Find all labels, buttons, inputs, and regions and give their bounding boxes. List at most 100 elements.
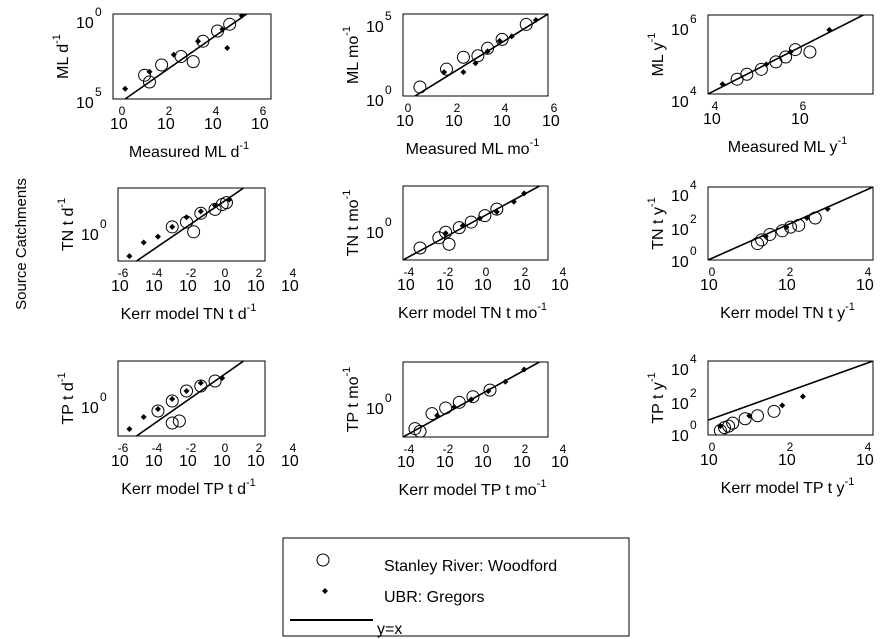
x-tick-label: 100 bbox=[474, 442, 492, 471]
x-axis-label: Measured ML mo-1 bbox=[406, 137, 540, 158]
y-tick-label: 100 bbox=[81, 217, 107, 244]
point-gregors bbox=[508, 33, 515, 40]
svg-text:2: 2 bbox=[522, 265, 529, 279]
point-gregors bbox=[146, 68, 153, 75]
svg-text:4: 4 bbox=[213, 104, 220, 118]
y-tick-label: 102 bbox=[671, 212, 697, 239]
y-tick-label: 100 bbox=[81, 390, 107, 417]
point-woodford bbox=[165, 220, 179, 234]
svg-text:0: 0 bbox=[405, 101, 412, 115]
x-tick-label: 102 bbox=[157, 104, 175, 133]
svg-text:10: 10 bbox=[671, 254, 689, 271]
x-tick-label: 100 bbox=[396, 101, 414, 130]
point-woodford bbox=[223, 17, 237, 31]
y-axis-label: TN t d-1 bbox=[56, 198, 77, 251]
y-axis-label: ML mo-1 bbox=[341, 26, 362, 84]
point-woodford bbox=[779, 50, 793, 64]
y-tick-label: 105 bbox=[366, 9, 392, 36]
x-tick-label: 104 bbox=[856, 440, 874, 469]
plot-frame bbox=[117, 360, 266, 437]
y-axis-label: TP t y-1 bbox=[646, 372, 667, 423]
svg-text:4: 4 bbox=[712, 99, 719, 113]
yx-line bbox=[135, 361, 245, 436]
svg-text:10: 10 bbox=[366, 19, 384, 36]
y-tick-label: 100 bbox=[671, 418, 697, 445]
y-tick-label: 102 bbox=[671, 386, 697, 413]
plot-frame bbox=[707, 360, 874, 436]
plot-frame bbox=[112, 13, 272, 100]
svg-text:0: 0 bbox=[100, 217, 107, 231]
svg-text:-2: -2 bbox=[443, 442, 454, 456]
point-gregors bbox=[799, 393, 806, 400]
svg-text:10: 10 bbox=[671, 188, 689, 205]
svg-text:-4: -4 bbox=[152, 441, 163, 455]
plot-area bbox=[708, 361, 873, 435]
point-woodford bbox=[788, 43, 802, 57]
point-gregors bbox=[170, 51, 177, 58]
svg-text:0: 0 bbox=[100, 390, 107, 404]
point-woodford bbox=[155, 58, 169, 72]
svg-text:10: 10 bbox=[145, 453, 163, 470]
x-tick-label: 102 bbox=[778, 440, 796, 469]
point-gregors bbox=[484, 48, 491, 55]
svg-text:10: 10 bbox=[493, 113, 511, 130]
svg-text:0: 0 bbox=[690, 244, 697, 258]
x-tick-label: 104 bbox=[551, 442, 569, 471]
svg-text:0: 0 bbox=[385, 391, 392, 405]
point-woodford bbox=[754, 62, 768, 76]
point-gregors bbox=[521, 366, 528, 373]
svg-text:10: 10 bbox=[366, 225, 384, 242]
svg-text:6: 6 bbox=[800, 99, 807, 113]
svg-text:10: 10 bbox=[700, 452, 718, 469]
svg-text:2: 2 bbox=[690, 212, 697, 226]
svg-text:10: 10 bbox=[281, 453, 299, 470]
svg-text:10: 10 bbox=[671, 428, 689, 445]
point-woodford bbox=[452, 221, 466, 235]
plot-area bbox=[708, 15, 866, 94]
point-gregors bbox=[460, 69, 467, 76]
point-woodford bbox=[439, 401, 453, 415]
point-woodford bbox=[165, 394, 179, 408]
point-woodford bbox=[464, 215, 478, 229]
point-gregors bbox=[493, 208, 500, 215]
x-tick-label: 10-2 bbox=[436, 265, 454, 294]
svg-text:2: 2 bbox=[690, 386, 697, 400]
point-woodford bbox=[481, 41, 495, 55]
svg-text:10: 10 bbox=[856, 452, 874, 469]
point-gregors bbox=[719, 81, 726, 88]
x-tick-label: 10-4 bbox=[145, 266, 163, 295]
x-axis-label: Kerr model TN t d-1 bbox=[121, 302, 257, 323]
x-tick-label: 10-2 bbox=[179, 441, 197, 470]
x-tick-label: 10-2 bbox=[436, 442, 454, 471]
svg-text:10: 10 bbox=[445, 113, 463, 130]
point-gregors bbox=[763, 61, 770, 68]
x-tick-label: 10-4 bbox=[397, 442, 415, 471]
point-gregors bbox=[485, 388, 492, 395]
point-gregors bbox=[441, 69, 448, 76]
point-gregors bbox=[140, 239, 147, 246]
legend-label-gregors: UBR: Gregors bbox=[384, 589, 484, 606]
svg-text:10: 10 bbox=[856, 277, 874, 294]
svg-text:-4: -4 bbox=[152, 266, 163, 280]
plot-frame bbox=[707, 14, 874, 95]
legend: Stanley River: Woodford UBR: Gregors y=x bbox=[282, 537, 630, 638]
y-axis-label: ML y-1 bbox=[646, 33, 667, 77]
x-tick-label: 104 bbox=[281, 441, 299, 470]
point-woodford bbox=[165, 416, 179, 430]
svg-text:4: 4 bbox=[865, 265, 872, 279]
point-gregors bbox=[804, 215, 810, 222]
point-woodford bbox=[775, 224, 789, 238]
svg-text:-4: -4 bbox=[404, 265, 415, 279]
svg-text:6: 6 bbox=[260, 104, 267, 118]
point-gregors bbox=[226, 196, 233, 203]
svg-text:4: 4 bbox=[290, 441, 297, 455]
svg-text:10: 10 bbox=[251, 116, 269, 133]
point-woodford bbox=[740, 67, 754, 81]
x-tick-label: 100 bbox=[474, 265, 492, 294]
x-tick-label: 100 bbox=[213, 441, 231, 470]
svg-text:10: 10 bbox=[204, 116, 222, 133]
point-gregors bbox=[476, 215, 483, 222]
